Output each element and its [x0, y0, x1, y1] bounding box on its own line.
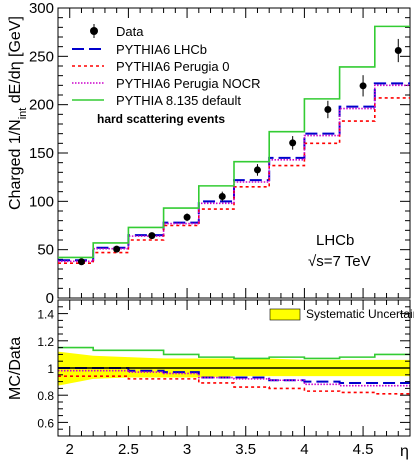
data-point [148, 232, 156, 240]
ratio-legend-swatch [269, 308, 301, 321]
main-x-ticks [57, 8, 411, 298]
data-point [324, 106, 332, 113]
main-y-axis-label-tail: dE/dη [GeV] [7, 16, 24, 108]
hard-scattering-label: hard scattering events [97, 112, 225, 126]
ratio-y-tick-label: 1.4 [37, 308, 54, 322]
data-point [253, 166, 261, 174]
main-y-tick-label: 150 [29, 145, 54, 162]
legend-entry-pythia6-lhcb: PYTHIA6 LHCb [72, 42, 207, 57]
legend-entry-perugia0: PYTHIA6 Perugia 0 [72, 59, 229, 74]
ratio-panel: 0.6 0.8 1 1.2 1.4 2 2.5 3 3.5 4 4.5 MC/Data η Sys… [7, 299, 414, 460]
data-point [183, 213, 191, 221]
data-point [113, 245, 121, 253]
x-tick-label: 3 [183, 441, 191, 458]
main-y-tick-label: 50 [37, 242, 54, 259]
main-y-axis-label-sub: int [17, 108, 29, 120]
energy-label: √s=7 TeV [308, 253, 371, 270]
main-y-axis-label: Charged 1/Nint dE/dη [GeV] [7, 16, 29, 210]
legend-entry-perugia-nocr: PYTHIA6 Perugia NOCR [72, 76, 261, 91]
ratio-legend-label: Systematic Uncertainty [306, 307, 414, 321]
data-point [394, 47, 402, 55]
main-y-tick-label: 250 [29, 48, 54, 65]
x-tick-label: 2.5 [118, 441, 139, 458]
legend-data-marker [90, 27, 98, 35]
data-point [77, 258, 85, 266]
ratio-x-axis-label: η [400, 443, 409, 460]
ratio-y-ticks: 0.6 0.8 1 1.2 1.4 [37, 306, 410, 430]
x-tick-label: 4.5 [353, 441, 374, 458]
ratio-y-tick-label: 0.8 [37, 389, 54, 403]
ratio-y-axis-label: MC/Data [7, 337, 24, 400]
ratio-series-pythia6-perugia-0 [58, 375, 410, 395]
main-y-tick-label: 200 [29, 97, 54, 114]
legend-pythia6-lhcb-label: PYTHIA6 LHCb [116, 42, 207, 57]
ratio-legend: Systematic Uncertainty [269, 307, 414, 321]
ratio-y-tick-label: 1 [47, 362, 54, 376]
ratio-series-pythia6-lhcb [58, 367, 410, 384]
legend-perugia-nocr-label: PYTHIA6 Perugia NOCR [116, 76, 261, 91]
ratio-series [58, 346, 410, 395]
legend-entry-data: Data [90, 24, 144, 39]
main-legend: Data PYTHIA6 LHCb PYTHIA6 Perugia 0 PYTH… [72, 24, 261, 108]
x-tick-label: 4 [300, 441, 308, 458]
main-panel: 0 50 100 150 200 250 300 Charged 1/Nint dE/dη … [7, 0, 411, 307]
x-tick-label: 2 [66, 441, 74, 458]
x-tick-label: 3.5 [235, 441, 256, 458]
main-y-ticks: 0 50 100 150 200 250 300 [29, 0, 410, 307]
data-point [289, 139, 297, 147]
data-point [359, 82, 367, 90]
legend-pythia8-label: PYTHIA 8.135 default [116, 93, 241, 108]
main-data-points [77, 38, 402, 266]
ratio-series-pythia6-perugia-nocr [58, 369, 410, 387]
legend-perugia0-label: PYTHIA6 Perugia 0 [116, 59, 229, 74]
ratio-y-tick-label: 1.2 [37, 335, 54, 349]
main-series-pythia6-perugia-nocr [58, 84, 410, 263]
lhcb-label: LHCb [316, 232, 354, 249]
main-series [58, 25, 410, 264]
legend-data-label: Data [116, 24, 144, 39]
main-y-tick-label: 0 [46, 290, 54, 307]
main-series-pythia6-perugia-0 [58, 97, 410, 264]
main-y-tick-label: 300 [29, 0, 54, 17]
main-y-tick-label: 100 [29, 193, 54, 210]
main-y-axis-label-part: Charged 1/N [7, 119, 24, 210]
ratio-y-tick-label: 0.6 [37, 416, 54, 430]
data-point [218, 193, 226, 200]
ratio-x-ticks: 2 2.5 3 3.5 4 4.5 [57, 300, 411, 458]
legend-entry-pythia8: PYTHIA 8.135 default [72, 93, 241, 108]
ratio-series-pythia-8-135-default [58, 346, 410, 360]
main-series-pythia-8-135-default [58, 25, 410, 259]
